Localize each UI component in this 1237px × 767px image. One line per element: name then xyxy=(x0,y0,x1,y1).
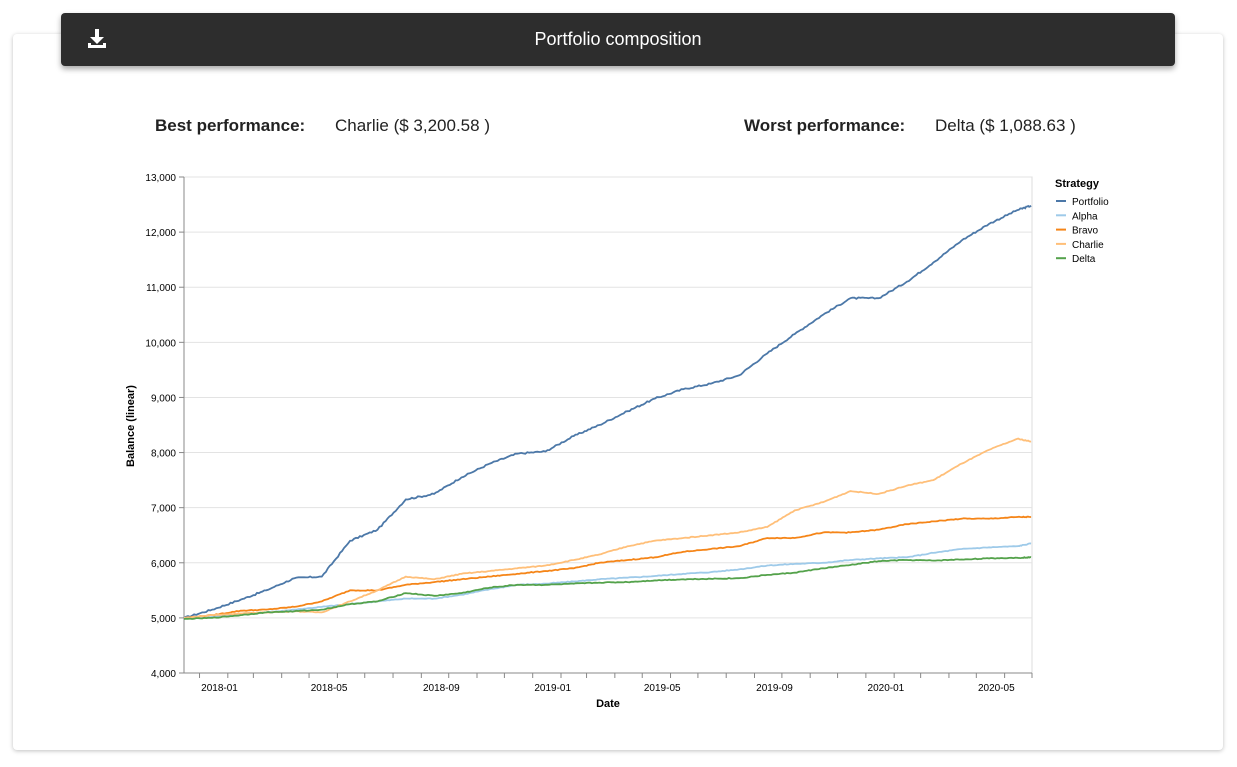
legend: Strategy Portfolio Alpha Bravo Charlie Delta xyxy=(1055,178,1109,265)
best-performance-value: Charlie ($ 3,200.58 ) xyxy=(335,116,490,135)
x-tick-label: 2020-05 xyxy=(978,683,1015,694)
y-tick-label: 9,000 xyxy=(151,393,176,404)
worst-performance-value: Delta ($ 1,088.63 ) xyxy=(935,116,1076,135)
best-performance: Best performance: Charlie ($ 3,200.58 ) xyxy=(155,116,490,136)
legend-item-label: Charlie xyxy=(1072,240,1104,251)
y-tick-label: 12,000 xyxy=(145,228,176,239)
page-title: Portfolio composition xyxy=(534,29,702,49)
x-tick-label: 2019-05 xyxy=(644,683,681,694)
x-tick-label: 2020-01 xyxy=(868,683,905,694)
worst-performance-label: Worst performance: xyxy=(744,116,906,135)
y-tick-label: 11,000 xyxy=(146,283,176,294)
legend-item-label: Delta xyxy=(1072,254,1096,265)
y-tick-label: 5,000 xyxy=(151,614,176,625)
series-line-alpha xyxy=(184,542,1032,620)
worst-performance: Worst performance: Delta ($ 1,088.63 ) xyxy=(744,116,1076,136)
y-tick-label: 7,000 xyxy=(151,504,176,515)
legend-item-label: Portfolio xyxy=(1072,197,1109,208)
x-tick-label: 2019-09 xyxy=(756,683,793,694)
y-tick-label: 6,000 xyxy=(151,559,176,570)
x-axis-label: Date xyxy=(596,698,620,710)
grid-lines xyxy=(183,176,1033,674)
series-line-charlie xyxy=(184,437,1032,619)
series-lines xyxy=(184,204,1032,620)
y-tick-label: 8,000 xyxy=(151,449,176,460)
x-tick-label: 2018-09 xyxy=(423,683,460,694)
plot-frame xyxy=(183,176,1033,674)
best-performance-label: Best performance: xyxy=(155,116,306,135)
x-tick-label: 2019-01 xyxy=(534,683,571,694)
x-tick-label: 2018-05 xyxy=(311,683,348,694)
legend-item-label: Bravo xyxy=(1072,226,1099,237)
y-axis-label: Balance (linear) xyxy=(125,385,137,467)
legend-item-label: Alpha xyxy=(1072,211,1098,222)
series-line-portfolio xyxy=(184,204,1032,619)
series-line-delta xyxy=(184,556,1032,620)
y-tick-label: 4,000 xyxy=(151,669,176,680)
legend-title: Strategy xyxy=(1055,178,1100,190)
download-icon[interactable] xyxy=(85,27,109,51)
header-bar: Portfolio composition xyxy=(61,13,1175,66)
y-tick-label: 13,000 xyxy=(145,173,176,184)
y-axis: 4,000 5,000 6,000 7,000 8,000 9,000 10,000 11,0… xyxy=(145,173,185,680)
x-axis: 2018-01 2018-05 2018-09 2019-01 2019-05 2019-… xyxy=(184,672,1033,694)
chart-card xyxy=(13,34,1223,750)
series-line-bravo xyxy=(184,515,1032,619)
x-tick-label: 2018-01 xyxy=(201,683,238,694)
y-tick-label: 10,000 xyxy=(145,338,176,349)
